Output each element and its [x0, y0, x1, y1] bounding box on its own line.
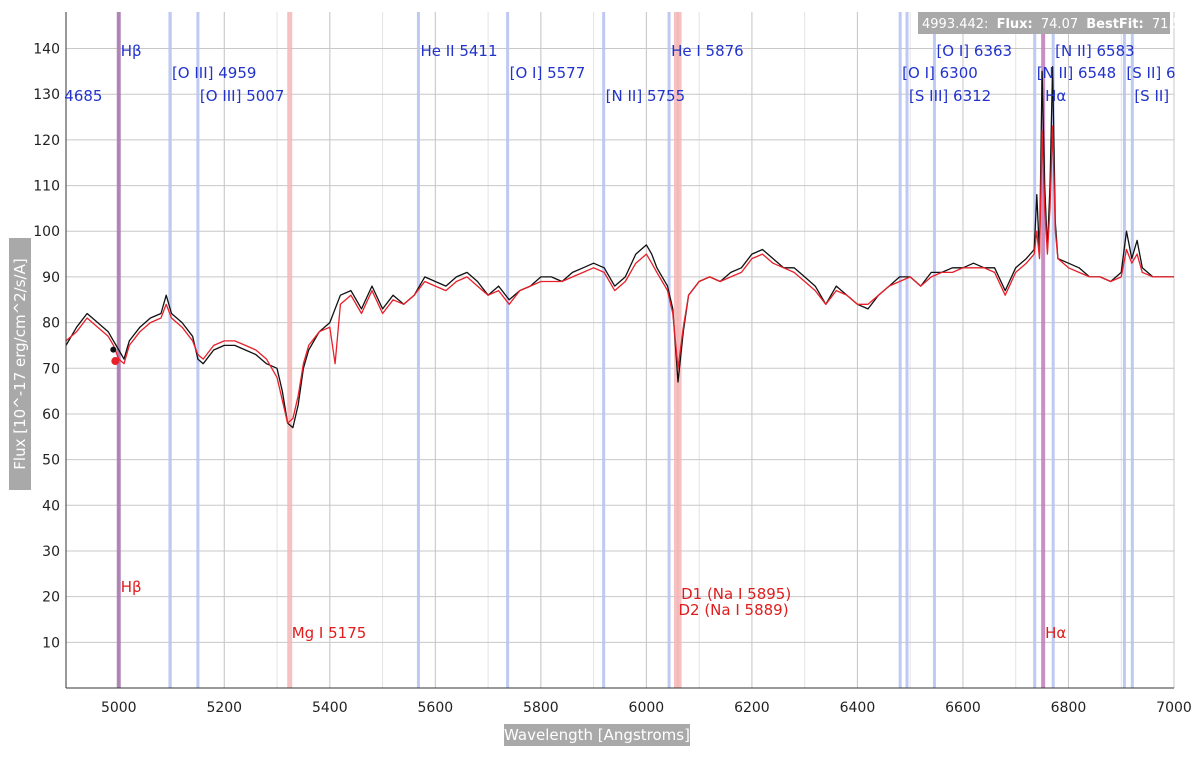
emission-line-label: [N II] 6548: [1037, 64, 1116, 82]
x-tick-label: 5200: [206, 700, 242, 716]
x-tick-label: 5800: [523, 700, 559, 716]
emission-line-label: [O III] 4959: [172, 64, 257, 82]
absorption-line-marker: [676, 12, 682, 688]
x-tick-label: 7000: [1156, 700, 1192, 716]
axes: 5000 5200 5400 5600 5800 6000 6200 6400 6600 6800…: [33, 12, 1192, 716]
emission-line-marker: [898, 12, 902, 688]
emission-line-marker: [168, 12, 172, 688]
readout-flux-label: Flux:: [997, 17, 1033, 32]
emission-line-marker: [1033, 12, 1037, 688]
absorption-line-label: Mg I 5175: [292, 624, 367, 642]
emission-line-marker: [905, 12, 909, 688]
emission-line-label: [S III] 6312: [909, 87, 991, 105]
emission-line-marker: [416, 12, 420, 688]
y-tick-label: 110: [33, 179, 60, 195]
readout-flux-value: 74.07: [1041, 17, 1078, 32]
x-tick-label: 6000: [629, 700, 665, 716]
x-tick-label: 6800: [1051, 700, 1087, 716]
readout-badge: [918, 12, 1170, 34]
x-tick-label: 6400: [840, 700, 876, 716]
absorption-line-label: D2 (Na I 5889): [678, 601, 788, 619]
readout-text: 4993.442: Flux: 74.07 BestFit: 71.58: [922, 17, 1189, 32]
emission-line-marker: [1041, 12, 1046, 688]
cursor-readout: 4993.442: Flux: 74.07 BestFit: 71.58: [918, 12, 1189, 34]
x-tick-label: 6600: [945, 700, 981, 716]
emission-line-label: [O I] 6300: [902, 64, 978, 82]
x-tick-label: 5600: [418, 700, 454, 716]
y-tick-label: 40: [42, 498, 60, 514]
spectral-line-markers: [116, 12, 1134, 688]
y-tick-label: 60: [42, 407, 60, 423]
y-tick-label: 100: [33, 224, 60, 240]
emission-line-marker: [932, 12, 936, 688]
y-tick-label: 130: [33, 87, 60, 103]
y-tick-label: 90: [42, 270, 60, 286]
cursor-marker-point: [111, 357, 120, 366]
y-axis-title-badge: [9, 238, 31, 490]
spectrum-series: [65, 66, 1174, 429]
emission-line-label: Hβ: [121, 42, 142, 60]
x-tick-label: 5400: [312, 700, 348, 716]
emission-line-label: [N II] 5755: [606, 87, 685, 105]
x-axis-label: Wavelength [Angstroms]: [504, 726, 690, 744]
absorption-line-label: Hα: [1045, 624, 1066, 642]
emission-line-marker: [506, 12, 510, 688]
x-tick-label: 5000: [101, 700, 137, 716]
y-tick-label: 30: [42, 544, 60, 560]
absorption-line-marker: [287, 12, 293, 688]
x-axis-title: Wavelength [Angstroms]: [504, 724, 690, 746]
emission-line-label: [S II]: [1134, 87, 1169, 105]
absorption-line-label: D1 (Na I 5895): [681, 585, 791, 603]
cursor-flux-point: [110, 346, 117, 353]
y-axis-title: Flux [10^-17 erg/cm^2/s/A]: [9, 238, 31, 490]
x-axis-title-badge: [504, 724, 690, 746]
emission-line-marker: [1130, 12, 1134, 688]
y-tick-label: 80: [42, 316, 60, 332]
emission-line-marker: [667, 12, 671, 688]
x-tick-label: 6200: [734, 700, 770, 716]
emission-line-label: [N II] 6583: [1055, 42, 1134, 60]
emission-line-marker: [1122, 12, 1126, 688]
y-tick-label: 50: [42, 453, 60, 469]
y-tick-label: 140: [33, 42, 60, 58]
emission-line-marker: [1051, 12, 1055, 688]
emission-line-label: [O I] 5577: [510, 64, 586, 82]
y-tick-label: 70: [42, 361, 60, 377]
emission-line-marker: [196, 12, 200, 688]
absorption-line-label: Hβ: [121, 578, 142, 596]
emission-line-label: 4685: [64, 87, 102, 105]
emission-line-marker: [602, 12, 606, 688]
y-axis-label: Flux [10^-17 erg/cm^2/s/A]: [11, 258, 29, 469]
grid: [65, 12, 1175, 688]
emission-line-label: Hα: [1045, 87, 1066, 105]
emission-line-label: [S II] 6: [1126, 64, 1175, 82]
spectral-line-labels: 4685 Hβ [O III] 4959 [O III] 5007 He II 5411…: [64, 42, 1175, 642]
y-tick-label: 120: [33, 133, 60, 149]
observed-flux-line: [65, 66, 1174, 429]
emission-line-label: He II 5411: [420, 42, 497, 60]
y-tick-label: 10: [42, 635, 60, 651]
readout-fit-value: 71.58: [1152, 17, 1189, 32]
best-fit-line: [65, 125, 1174, 424]
emission-line-label: He I 5876: [671, 42, 744, 60]
readout-fit-label: BestFit:: [1086, 17, 1143, 32]
emission-line-label: [O III] 5007: [200, 87, 285, 105]
readout-wavelength: 4993.442:: [922, 17, 988, 32]
emission-line-label: [O I] 6363: [936, 42, 1012, 60]
y-tick-label: 20: [42, 590, 60, 606]
